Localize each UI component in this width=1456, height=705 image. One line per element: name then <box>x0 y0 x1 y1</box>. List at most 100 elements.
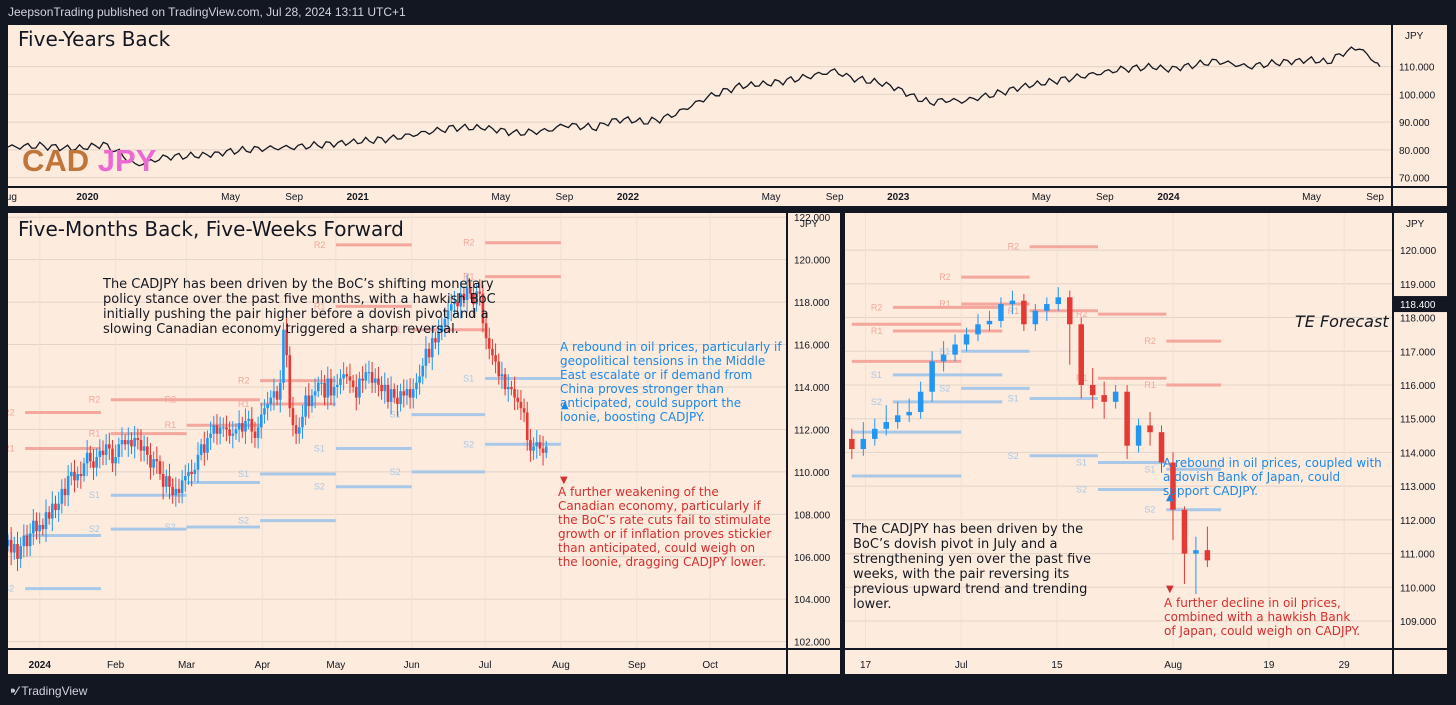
pivot-label-s2: S2 <box>463 439 474 449</box>
candle-body <box>377 378 380 385</box>
pivot-label-r2: R2 <box>463 238 475 248</box>
price-tick-label: 110.000 <box>1400 583 1436 594</box>
time-tick-label: 2022 <box>617 192 640 203</box>
left-bull-text: A rebound in oil prices, particularly if… <box>560 340 782 424</box>
candle-body <box>225 427 228 430</box>
candle-body <box>522 408 526 413</box>
candle-body <box>44 512 48 530</box>
candle-body <box>288 355 292 409</box>
time-tick-label: 2024 <box>29 660 52 671</box>
candle-body <box>354 387 358 398</box>
currency-label: JPY <box>1405 31 1424 42</box>
price-tick-label: 113.000 <box>1400 482 1436 493</box>
currency-label: JPY <box>800 219 819 230</box>
candle-body <box>152 459 155 468</box>
candle-body <box>986 320 993 325</box>
candle-body <box>462 293 466 300</box>
time-tick-label: 2024 <box>1157 192 1180 203</box>
candle-body <box>411 389 415 398</box>
price-tick-label: 118.000 <box>1400 314 1436 325</box>
candle-body <box>364 372 368 381</box>
candle-body <box>320 382 323 384</box>
candle-body <box>1124 391 1130 446</box>
price-tick-label: 108.000 <box>794 510 831 521</box>
time-tick-label: Aug <box>8 192 17 203</box>
candle-body <box>202 444 206 453</box>
candle-body <box>424 348 428 366</box>
candle-body <box>237 423 241 430</box>
pivot-label-r1: R1 <box>463 272 475 282</box>
right-chart-plot: R2R1S1S2R2R1S1S2R2R1S1S2R2R1S1S2R2R1S1S2… <box>845 213 1392 648</box>
candle-body <box>516 397 520 402</box>
pivot-label-r2: R2 <box>8 407 15 417</box>
candle-body <box>184 476 187 481</box>
candle-body <box>472 293 475 305</box>
candle-body <box>294 425 298 434</box>
pivot-label-r1: R1 <box>165 420 177 430</box>
candle-body <box>85 452 89 464</box>
price-tick-label: 122.000 <box>794 213 831 224</box>
candle-body <box>1009 300 1016 305</box>
time-tick-label: 19 <box>1263 660 1275 671</box>
candle-body <box>849 438 855 450</box>
candle-body <box>269 397 273 404</box>
candle-body <box>481 293 485 324</box>
price-tick-label: 70.000 <box>1399 174 1430 185</box>
candle-body <box>9 539 13 553</box>
pivot-label-s1: S1 <box>939 346 950 356</box>
right-time-axis: 17 Jul 15 Aug 19 29 <box>845 650 1392 674</box>
pivot-label-s2: S2 <box>390 467 401 477</box>
candle-body <box>326 378 330 398</box>
candle-body <box>421 365 425 377</box>
candle-body <box>117 444 121 458</box>
price-tick-label: 115.000 <box>1400 415 1436 426</box>
candle-body <box>82 463 86 477</box>
pivot-label-s2: S2 <box>165 522 176 532</box>
tradingview-brand: TradingView <box>21 684 88 698</box>
candle-body <box>497 361 501 377</box>
candle-body <box>358 378 361 398</box>
candle-body <box>998 304 1004 321</box>
time-tick-label: Jul <box>955 660 968 671</box>
candle-body <box>468 287 472 294</box>
tradingview-logo: ⁍⁄ TradingView <box>10 684 87 698</box>
left-chart-plot: R2 R1 S1 S2 R2 R1 S1 S2 R2 R1 S1 S2 R2 R1 S1 S2 R2 R1 S1 S2… <box>8 213 786 648</box>
time-tick-label: Sep <box>285 192 303 203</box>
time-tick-label: 29 <box>1339 660 1351 671</box>
candle-body <box>449 304 453 311</box>
candle-body <box>196 454 200 470</box>
candle-body <box>1204 550 1211 561</box>
candle-body <box>155 459 159 462</box>
candle-body <box>307 395 311 407</box>
candle-body <box>361 378 364 381</box>
candle-body <box>41 524 45 530</box>
candle-body <box>263 408 266 415</box>
pivot-label-s1: S1 <box>238 469 249 479</box>
price-tick-label: 106.000 <box>794 553 831 564</box>
pivot-label-r1: R1 <box>89 429 101 439</box>
candle-body <box>149 454 152 468</box>
candle-body <box>266 403 269 409</box>
candle-body <box>228 429 231 436</box>
candle-body <box>218 427 222 434</box>
candle-body <box>491 348 494 356</box>
candle-body <box>1147 425 1153 433</box>
candle-body <box>975 324 981 335</box>
candle-body <box>66 476 70 496</box>
left-chart-panel: R2 R1 S1 S2 R2 R1 S1 S2 R2 R1 S1 S2 R2 R1 S1 S2 R2 R1 S1 S2… <box>8 213 786 648</box>
pivot-label-r2: R2 <box>238 376 250 386</box>
candle-body <box>285 329 288 356</box>
right-chart-panel: R2R1S1S2R2R1S1S2R2R1S1S2R2R1S1S2R2R1S1S2… <box>845 213 1392 648</box>
candle-body <box>38 524 41 532</box>
candle-body <box>415 382 418 390</box>
left-up-arrow-icon: ▲ <box>561 400 569 411</box>
right-bear-text: A further decline in oil prices, combine… <box>1164 596 1361 638</box>
candle-body <box>221 427 225 429</box>
right-up-arrow-icon: ▲ <box>1166 492 1174 503</box>
candle-body <box>79 474 83 477</box>
candle-body <box>16 544 19 559</box>
candle-body <box>57 503 60 511</box>
candle-body <box>174 488 178 496</box>
candle-body <box>187 471 190 477</box>
candle-body <box>60 488 64 504</box>
